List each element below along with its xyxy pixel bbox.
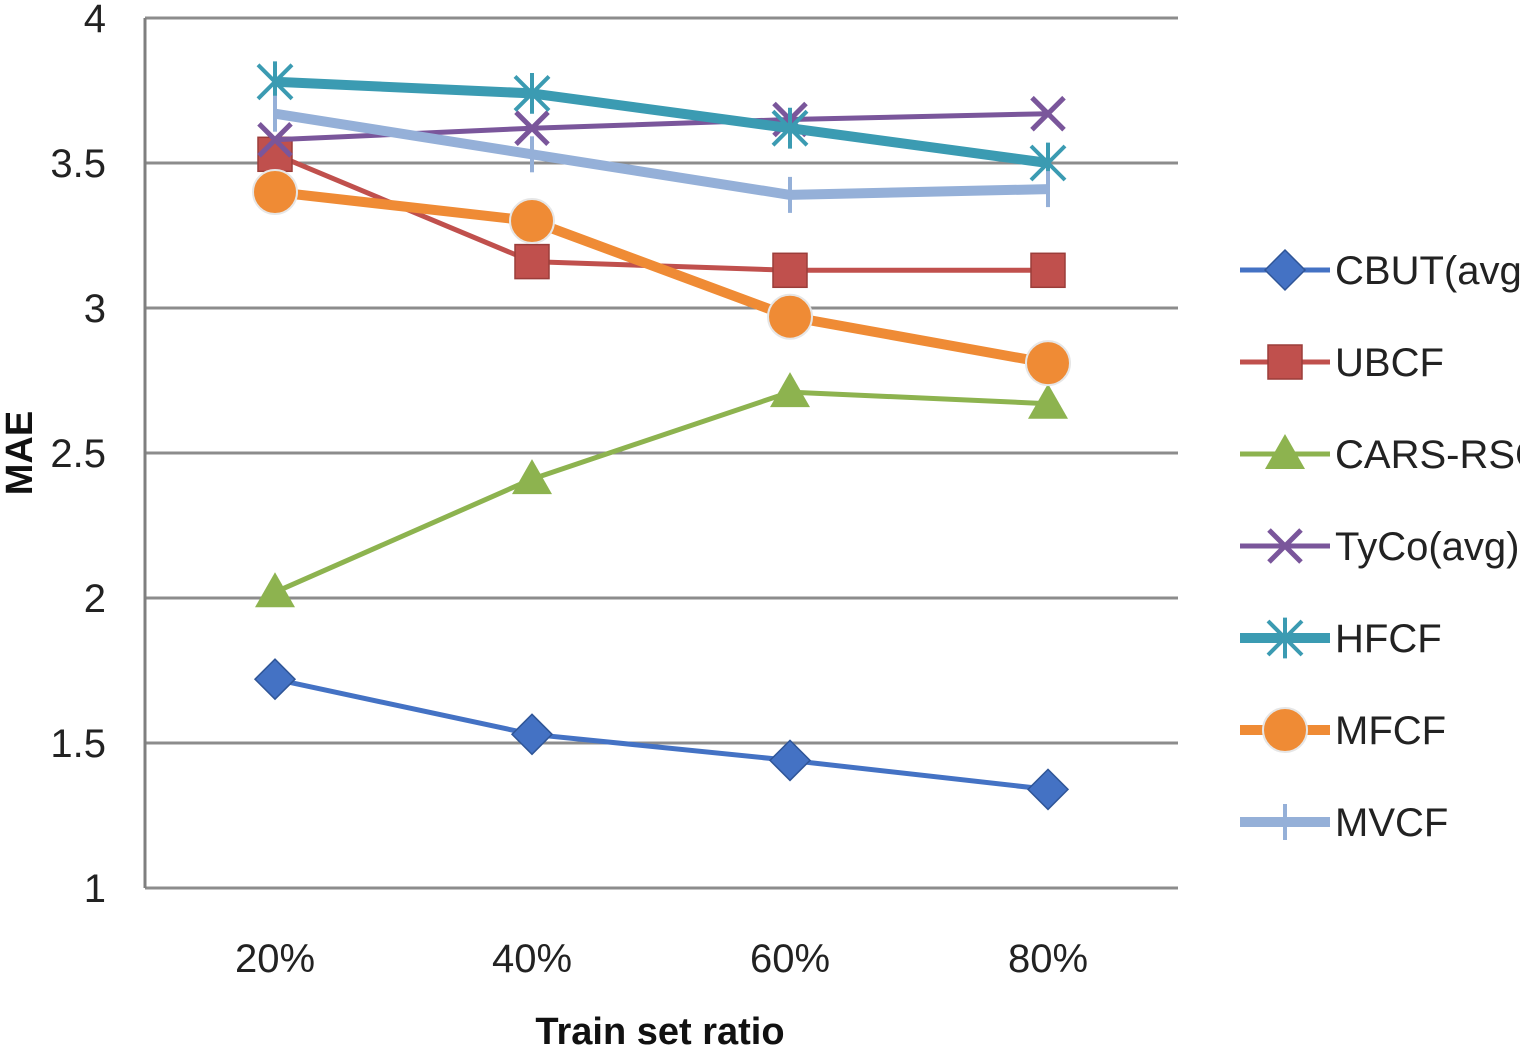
legend-marker (1266, 617, 1304, 659)
x-tick-label: 20% (235, 937, 315, 981)
x-axis-title: Train set ratio (535, 1011, 784, 1050)
series-line-cars-rscf (273, 389, 1049, 595)
legend-item-mvcf: MVCF (1240, 801, 1448, 845)
data-point-ubcf (514, 243, 550, 280)
data-point-tyco-avg (257, 122, 293, 158)
legend: CBUT(avg) UBCF CARS-RSCF TyCo(avg) HFCF MFCF M… (1240, 248, 1520, 845)
x-tick-label: 80% (1008, 937, 1088, 981)
y-tick-label: 4 (84, 0, 106, 41)
data-point-cbut-avg (510, 713, 554, 756)
series-cars-rscf (255, 372, 1068, 608)
series-line-hfcf (274, 76, 1049, 168)
data-point-cbut-avg (768, 739, 812, 782)
x-tick-label: 60% (750, 937, 830, 981)
legend-label: UBCF (1335, 341, 1444, 385)
legend-label: MFCF (1335, 709, 1446, 753)
y-tick-labels: 1 1.5 2 2.5 3 3.5 4 (50, 0, 106, 911)
legend-label: CBUT(avg) (1335, 249, 1520, 293)
legend-marker (1267, 528, 1303, 564)
legend-item-cars-rscf: CARS-RSCF (1240, 433, 1520, 477)
series-line-mfcf (274, 187, 1049, 369)
data-point-ubcf (1030, 252, 1066, 289)
series-cbut-avg (253, 658, 1070, 811)
y-tick-label: 3 (84, 287, 106, 331)
x-tick-labels: 20% 40% 60% 80% (235, 937, 1088, 981)
legend-marker (1267, 344, 1303, 380)
data-point-hfcf (513, 73, 551, 114)
gridlines (145, 16, 1178, 890)
legend-label: MVCF (1335, 801, 1448, 845)
y-tick-label: 2.5 (50, 432, 106, 476)
y-axis-title: MAE (0, 411, 41, 495)
data-point-hfcf (771, 107, 809, 149)
data-point-mfcf (252, 169, 298, 215)
series-line-cbut-avg (274, 676, 1049, 792)
data-point-cbut-avg (1026, 768, 1070, 811)
data-point-cbut-avg (253, 658, 297, 701)
legend-item-hfcf: HFCF (1240, 617, 1442, 661)
series-layer (252, 61, 1071, 811)
data-point-hfcf (256, 61, 294, 103)
y-tick-label: 3.5 (50, 142, 106, 186)
legend-marker (1263, 248, 1307, 292)
data-point-cars-rscf (255, 572, 295, 608)
legend-item-mfcf: MFCF (1240, 707, 1446, 753)
data-point-tyco-avg (514, 110, 550, 146)
legend-marker (1262, 707, 1308, 753)
legend-marker (1265, 434, 1305, 469)
data-point-cars-rscf (770, 372, 810, 408)
data-point-cars-rscf (512, 459, 552, 495)
x-tick-label: 40% (492, 937, 572, 981)
y-tick-label: 2 (84, 577, 106, 621)
data-point-mfcf (767, 293, 813, 340)
data-point-tyco-avg (1030, 95, 1066, 132)
legend-label: HFCF (1335, 617, 1442, 661)
data-point-mfcf (509, 198, 555, 244)
series-mvcf (273, 95, 1050, 213)
data-point-cars-rscf (1028, 383, 1068, 419)
data-point-ubcf (772, 252, 808, 289)
series-line-mvcf (274, 108, 1049, 200)
data-point-mfcf (1025, 340, 1071, 387)
series-hfcf (256, 61, 1067, 184)
legend-label: TyCo(avg) (1335, 525, 1520, 569)
legend-item-tyco-avg: TyCo(avg) (1240, 525, 1520, 569)
series-mfcf (252, 169, 1071, 387)
y-tick-label: 1.5 (50, 722, 106, 766)
legend-item-cbut-avg: CBUT(avg) (1240, 248, 1520, 293)
y-tick-label: 1 (84, 867, 106, 911)
legend-item-ubcf: UBCF (1240, 341, 1444, 385)
legend-label: CARS-RSCF (1335, 433, 1520, 477)
